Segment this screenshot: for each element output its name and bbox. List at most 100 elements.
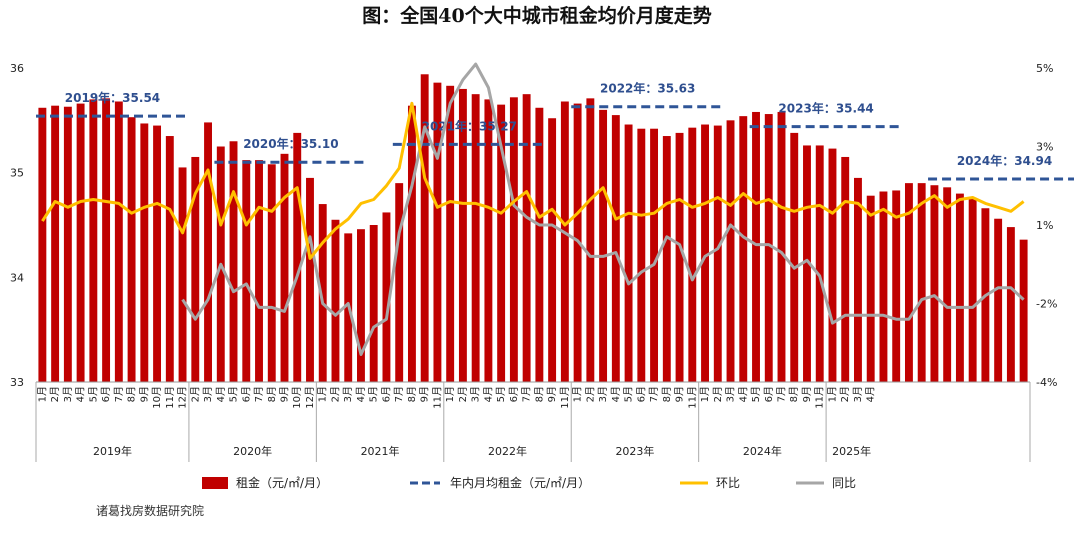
rent-bar — [255, 160, 263, 382]
rent-bar — [637, 128, 646, 382]
legend-label-rent: 租金（元/㎡/月） — [236, 475, 328, 490]
source-note: 诸葛找房数据研究院 — [96, 503, 204, 518]
rent-bar — [917, 183, 926, 382]
month-tick-label: 1月 — [572, 386, 584, 402]
rent-bar — [548, 118, 557, 383]
rent-bar — [458, 88, 467, 382]
month-tick-label: 4月 — [355, 386, 367, 402]
rent-bar — [165, 136, 174, 382]
rent-bar — [675, 132, 684, 382]
month-tick-label: 9月 — [674, 386, 686, 402]
month-tick-label: 5月 — [228, 386, 240, 402]
rent-bar — [815, 145, 824, 382]
month-tick-label: 6月 — [508, 386, 520, 402]
month-tick-label: 11月 — [164, 386, 176, 409]
rent-bar — [688, 127, 697, 382]
month-tick-label: 5月 — [750, 386, 762, 402]
month-tick-label: 8月 — [661, 386, 673, 402]
rent-bar — [739, 116, 748, 382]
y-right-tick-label: -2% — [1036, 298, 1057, 311]
rent-bar — [140, 123, 149, 383]
year-label: 2020年 — [233, 444, 272, 458]
rent-bar — [790, 132, 799, 382]
rent-bar — [471, 94, 480, 383]
rent-bar — [892, 190, 901, 382]
annual-avg-label: 2022年：35.63 — [600, 81, 695, 96]
month-tick-label: 7月 — [253, 386, 265, 402]
month-tick-label: 4月 — [482, 386, 494, 402]
rent-bar — [624, 124, 633, 383]
month-tick-label: 3月 — [62, 386, 74, 402]
rent-bar — [854, 177, 862, 382]
rent-bar — [242, 160, 251, 382]
rent-bar — [560, 101, 569, 382]
y-left-tick-label: 34 — [10, 271, 24, 284]
rent-bar — [1006, 227, 1015, 382]
legend-label-avg: 年内月均租金（元/㎡/月） — [450, 475, 590, 490]
month-tick-label: 9月 — [279, 386, 291, 402]
month-tick-label: 1月 — [36, 386, 48, 402]
month-tick-label: 1月 — [699, 386, 711, 402]
rent-bar — [280, 153, 289, 382]
month-tick-label: 10月 — [151, 386, 163, 409]
month-tick-label: 1月 — [826, 386, 838, 402]
month-tick-label: 8月 — [406, 386, 418, 402]
rent-bar — [662, 136, 671, 382]
year-label: 2019年 — [93, 444, 132, 458]
month-tick-label: 9月 — [419, 386, 431, 402]
rent-bar — [994, 218, 1003, 382]
month-tick-label: 2月 — [584, 386, 596, 402]
month-tick-label: 8月 — [788, 386, 800, 402]
rent-bar — [943, 187, 952, 382]
rent-bar — [293, 132, 302, 382]
rent-bar — [407, 105, 416, 383]
month-tick-label: 6月 — [240, 386, 252, 402]
month-tick-label: 5月 — [87, 386, 99, 402]
rent-bar — [395, 183, 404, 382]
rent-bar — [828, 148, 837, 382]
rent-bar — [509, 97, 518, 382]
rent-bar — [879, 191, 888, 382]
rent-bar — [764, 114, 773, 382]
month-tick-label: 9月 — [138, 386, 150, 402]
month-tick-label: 11月 — [431, 386, 443, 409]
month-tick-label: 11月 — [814, 386, 826, 409]
annual-avg-group: 2019年：35.54 2020年：35.10 2021年：35.27 2022年：3… — [36, 81, 1074, 181]
month-tick-label: 4月 — [610, 386, 622, 402]
legend-label-mom: 环比 — [716, 476, 740, 490]
legend: 租金（元/㎡/月） 年内月均租金（元/㎡/月） 环比 同比 — [202, 475, 856, 490]
month-tick-label: 3月 — [852, 386, 864, 402]
month-tick-label: 7月 — [776, 386, 788, 402]
rent-bar — [63, 106, 72, 382]
month-tick-label: 3月 — [725, 386, 737, 402]
year-label: 2024年 — [743, 444, 782, 458]
month-tick-label: 7月 — [521, 386, 533, 402]
annual-avg-label: 2019年：35.54 — [65, 90, 160, 105]
month-tick-label: 4月 — [215, 386, 227, 402]
rent-bar — [178, 167, 187, 382]
rent-bar — [701, 124, 709, 383]
mom-line — [41, 101, 1025, 260]
chart-title: 图：全国40个大中城市租金均价月度走势 — [362, 4, 711, 27]
month-tick-label: 6月 — [763, 386, 775, 402]
month-tick-label: 3月 — [597, 386, 609, 402]
rent-bar — [586, 98, 595, 382]
month-tick-label: 2月 — [49, 386, 61, 402]
rent-bar — [153, 125, 162, 383]
year-label: 2022年 — [488, 444, 527, 458]
bars-group — [38, 74, 1028, 383]
rent-bar — [114, 101, 123, 382]
month-tick-label: 12月 — [177, 386, 189, 409]
y-right-tick-label: 1% — [1036, 219, 1053, 232]
y-left-tick-label: 35 — [10, 167, 24, 180]
rent-bar — [369, 225, 378, 382]
rent-bar — [191, 156, 200, 382]
rent-bar — [955, 193, 964, 382]
yoy-line — [181, 62, 1025, 356]
rent-bar — [930, 185, 939, 382]
rent-bar — [306, 177, 314, 382]
year-label: 2023年 — [615, 444, 654, 458]
rent-bar — [420, 74, 429, 382]
rent-bar — [229, 141, 238, 382]
rent-bar — [650, 128, 659, 382]
